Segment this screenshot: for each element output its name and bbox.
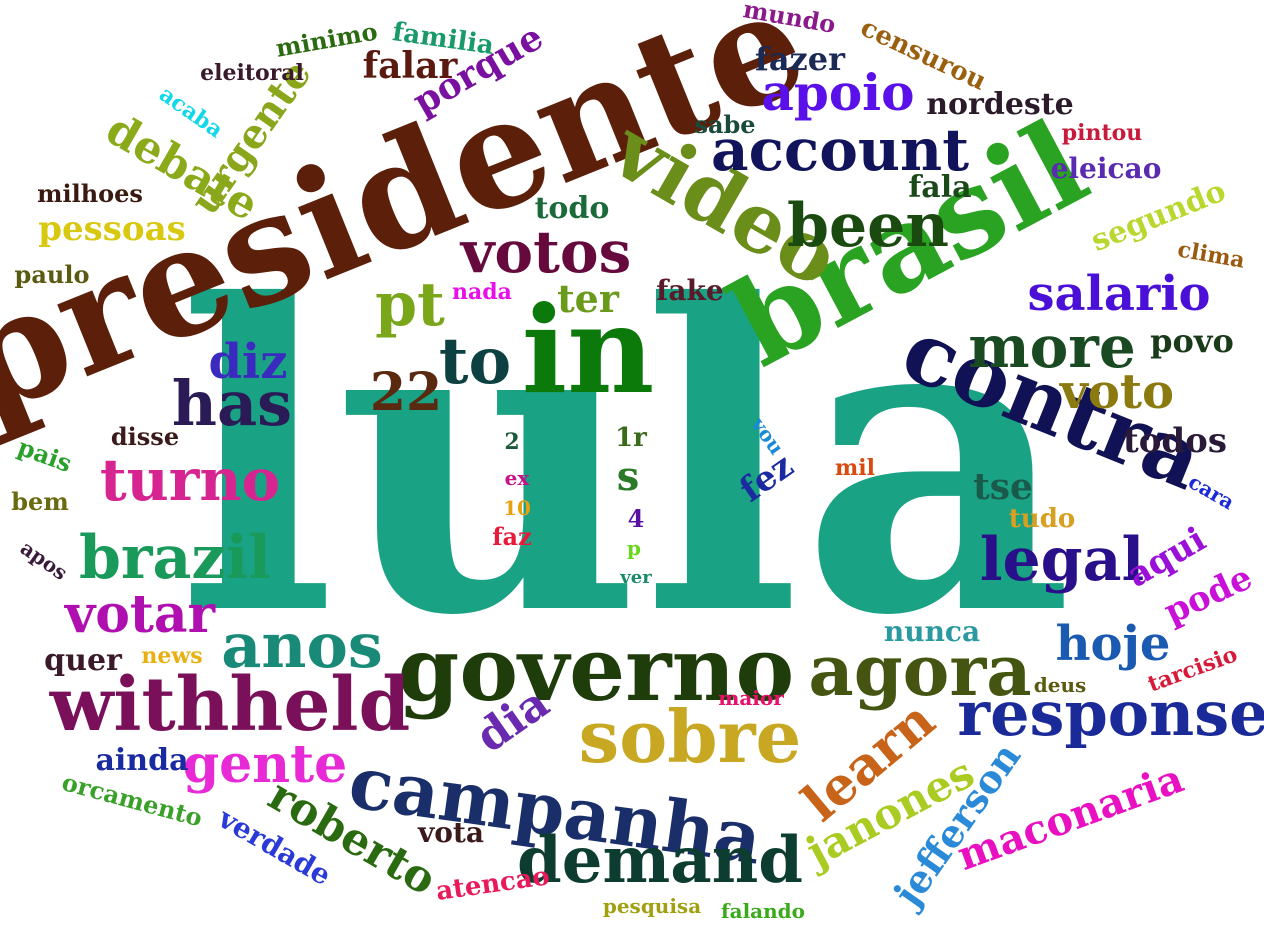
word-brazil: brazil	[79, 523, 271, 593]
word-4: 4	[628, 504, 645, 533]
word-cara: cara	[1184, 469, 1238, 514]
word-withheld: withheld	[49, 662, 411, 748]
word-milhoes: milhoes	[37, 179, 143, 208]
word-pesquisa: pesquisa	[603, 894, 701, 918]
word-todos: todos	[1123, 421, 1227, 461]
word-disse: disse	[111, 422, 179, 451]
word-fake: fake	[656, 274, 723, 307]
word-quer: quer	[44, 643, 123, 678]
word-response: response	[957, 677, 1264, 750]
word-ex: ex	[505, 466, 531, 490]
word-p: p	[627, 536, 641, 560]
word-todo: todo	[535, 191, 610, 226]
word-mil: mil	[835, 455, 875, 481]
word-pintou: pintou	[1062, 120, 1143, 146]
word-1r: 1r	[615, 423, 647, 453]
word-atencao: atencao	[434, 861, 551, 907]
word-bem: bem	[11, 487, 68, 516]
word-votos: votos	[459, 218, 632, 286]
word-lula: lula	[177, 215, 1074, 708]
word-maior: maior	[718, 686, 784, 710]
word-ter: ter	[557, 276, 620, 321]
word-pt: pt	[375, 270, 445, 340]
word-falando: falando	[721, 899, 805, 923]
word-vota: vota	[417, 816, 484, 849]
word-sabe: sabe	[694, 110, 755, 139]
word-been: been	[787, 191, 949, 261]
word-povo: povo	[1150, 322, 1234, 360]
word-tudo: tudo	[1009, 504, 1075, 534]
word-fala: fala	[908, 170, 971, 205]
word-pessoas: pessoas	[38, 209, 186, 249]
word-has: has	[172, 367, 292, 440]
word-10: 10	[503, 496, 531, 520]
word-fazer: fazer	[755, 40, 846, 78]
word-anos: anos	[221, 609, 383, 682]
word-paulo: paulo	[15, 260, 90, 289]
word-account: account	[711, 116, 969, 184]
word-news: news	[141, 643, 202, 669]
word-nada: nada	[452, 279, 512, 305]
word-hoje: hoje	[1056, 616, 1171, 672]
word-nordeste: nordeste	[926, 87, 1074, 122]
word-falar: falar	[363, 45, 459, 87]
word-legal: legal	[980, 525, 1145, 595]
word-agora: agora	[808, 629, 1031, 712]
word-eleitoral: eleitoral	[200, 60, 304, 86]
word-salario: salario	[1028, 266, 1211, 322]
word-eleicao: eleicao	[1051, 152, 1162, 185]
word-governo: governo	[398, 617, 794, 721]
word-demand: demand	[517, 823, 803, 898]
word-apos: apos	[16, 536, 72, 585]
word-22: 22	[370, 362, 442, 423]
word-more: more	[968, 313, 1136, 381]
word-sobre: sobre	[579, 694, 802, 779]
word-diz: diz	[208, 334, 287, 390]
word-to: to	[439, 324, 511, 399]
word-votar: votar	[64, 584, 216, 645]
word-voto: voto	[1059, 364, 1174, 420]
word-tse: tse	[973, 466, 1033, 508]
word-nunca: nunca	[884, 615, 980, 648]
word-s: s	[617, 453, 640, 500]
word-pais: pais	[14, 432, 76, 478]
word-in: in	[522, 280, 655, 421]
word-apoio: apoio	[761, 63, 914, 122]
word-ver: ver	[619, 567, 652, 588]
word-faz: faz	[492, 522, 532, 551]
word-deus: deus	[1034, 673, 1087, 697]
word-gente: gente	[183, 734, 347, 795]
word-turno: turno	[100, 446, 280, 514]
word-2: 2	[504, 429, 519, 455]
word-ainda: ainda	[95, 743, 188, 778]
